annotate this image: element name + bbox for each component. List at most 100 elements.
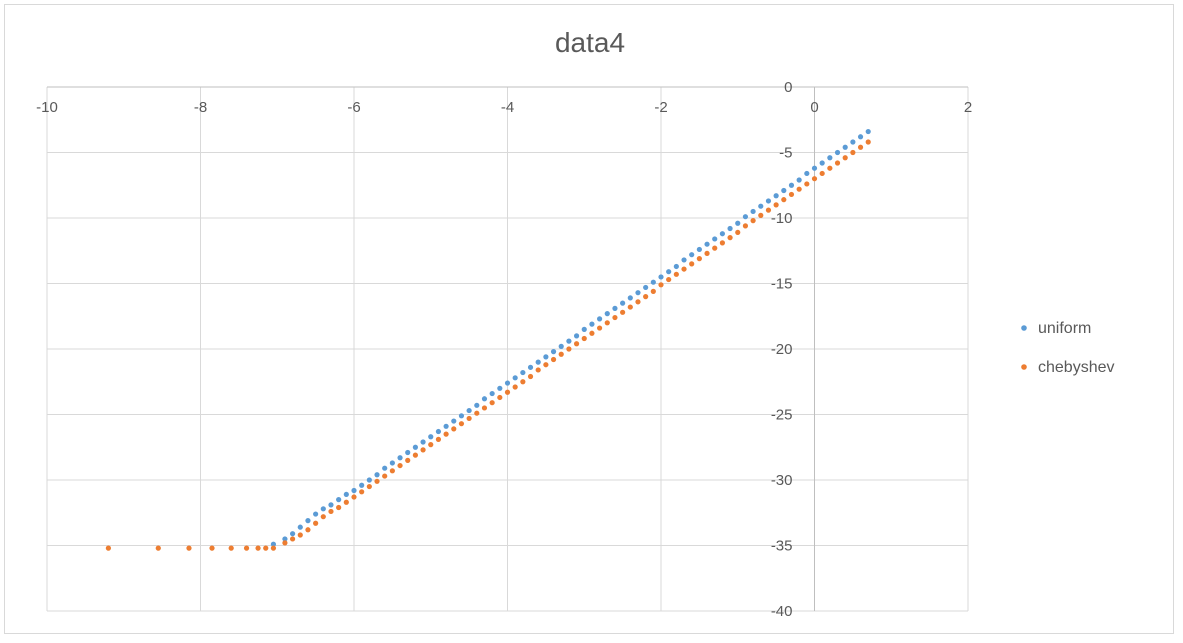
chebyshev-point (428, 442, 434, 448)
uniform-point (719, 231, 726, 237)
y-tick-label: -35 (771, 538, 793, 555)
x-tick-label: -4 (501, 99, 514, 116)
uniform-point (359, 482, 365, 488)
uniform-point (458, 413, 465, 419)
chebyshev-point (504, 389, 511, 395)
uniform-point (765, 198, 772, 204)
uniform-point (351, 487, 357, 494)
y-tick-label: -40 (771, 603, 793, 620)
chebyshev-point (466, 415, 472, 422)
uniform-point (750, 208, 756, 215)
chebyshev-point (497, 394, 503, 401)
chebyshev-point (228, 545, 234, 551)
chebyshev-point (359, 489, 365, 495)
chebyshev-point (827, 165, 833, 171)
y-tick-label: -15 (771, 276, 793, 293)
chebyshev-point (597, 325, 603, 331)
uniform-point (520, 369, 526, 376)
uniform-point (704, 241, 710, 247)
uniform-point (604, 311, 610, 317)
chebyshev-point (650, 288, 656, 294)
chebyshev-point (336, 504, 342, 511)
uniform-point (811, 165, 818, 171)
chebyshev-point (366, 483, 372, 490)
uniform-point (620, 300, 626, 306)
chebyshev-point (696, 256, 702, 262)
uniform-point (328, 502, 334, 508)
uniform-point (673, 263, 679, 270)
uniform-point (643, 284, 649, 291)
y-tick-label: -5 (779, 145, 792, 162)
uniform-point (297, 524, 303, 530)
x-tick-label: -2 (654, 99, 667, 116)
chebyshev-point (620, 309, 626, 315)
chebyshev-point (589, 330, 595, 336)
uniform-point (535, 359, 541, 365)
chebyshev-point (420, 447, 426, 453)
uniform-point (865, 128, 871, 135)
chebyshev-point (727, 235, 733, 241)
x-tick-label: -8 (194, 99, 207, 116)
chebyshev-point (834, 160, 841, 166)
uniform-point (727, 225, 733, 232)
uniform-point (420, 439, 426, 445)
x-tick-label: 0 (810, 99, 818, 116)
uniform-point (857, 134, 864, 140)
uniform-point (366, 477, 372, 483)
uniform-point (696, 246, 702, 253)
uniform-point (650, 279, 656, 285)
chart-title: data4 (554, 27, 626, 58)
uniform-point (635, 290, 641, 296)
chebyshev-point (105, 545, 111, 551)
chebyshev-point (627, 304, 633, 310)
uniform-point (566, 338, 572, 344)
uniform-point (589, 321, 595, 327)
uniform-point (428, 434, 434, 440)
uniform-point (474, 402, 480, 408)
uniform-point (597, 316, 603, 322)
uniform-point (842, 144, 848, 150)
chebyshev-point (811, 176, 818, 182)
chebyshev-point (566, 346, 572, 352)
chebyshev-point (290, 536, 296, 542)
uniform-point (374, 472, 380, 478)
y-tick-label: -30 (771, 472, 793, 489)
chebyshev-point (474, 410, 480, 416)
uniform-point (689, 252, 695, 258)
chebyshev-point (658, 282, 664, 288)
chebyshev-point (612, 314, 618, 321)
y-tick-label: 0 (784, 79, 792, 96)
uniform-point (466, 407, 472, 414)
chebyshev-point (558, 351, 564, 357)
y-tick-label: -10 (771, 210, 793, 227)
x-tick-label: -10 (36, 99, 58, 116)
chebyshev-point (681, 266, 687, 272)
chebyshev-point (750, 218, 756, 224)
chebyshev-point (842, 155, 848, 161)
uniform-point (558, 343, 564, 349)
uniform-point (850, 139, 856, 145)
x-tick-label: -6 (347, 99, 360, 116)
chebyshev-point (781, 197, 787, 203)
uniform-point (435, 428, 442, 435)
chebyshev-point (765, 207, 772, 213)
uniform-point (742, 214, 749, 220)
chebyshev-point (704, 250, 710, 256)
chebyshev-point (270, 545, 277, 551)
uniform-point (489, 390, 495, 397)
uniform-point (666, 269, 672, 275)
legend-marker-uniform (1021, 325, 1027, 331)
chebyshev-point (458, 421, 465, 427)
uniform-point (497, 385, 503, 391)
uniform-point (397, 455, 403, 461)
chebyshev-point (719, 240, 726, 246)
legend-label-uniform: uniform (1038, 320, 1091, 337)
chebyshev-point (186, 545, 192, 551)
chebyshev-point (328, 508, 334, 515)
chebyshev-point (389, 468, 395, 474)
chebyshev-point (773, 202, 779, 208)
chebyshev-point (243, 545, 250, 551)
uniform-point (827, 155, 833, 161)
chebyshev-point (481, 405, 488, 411)
